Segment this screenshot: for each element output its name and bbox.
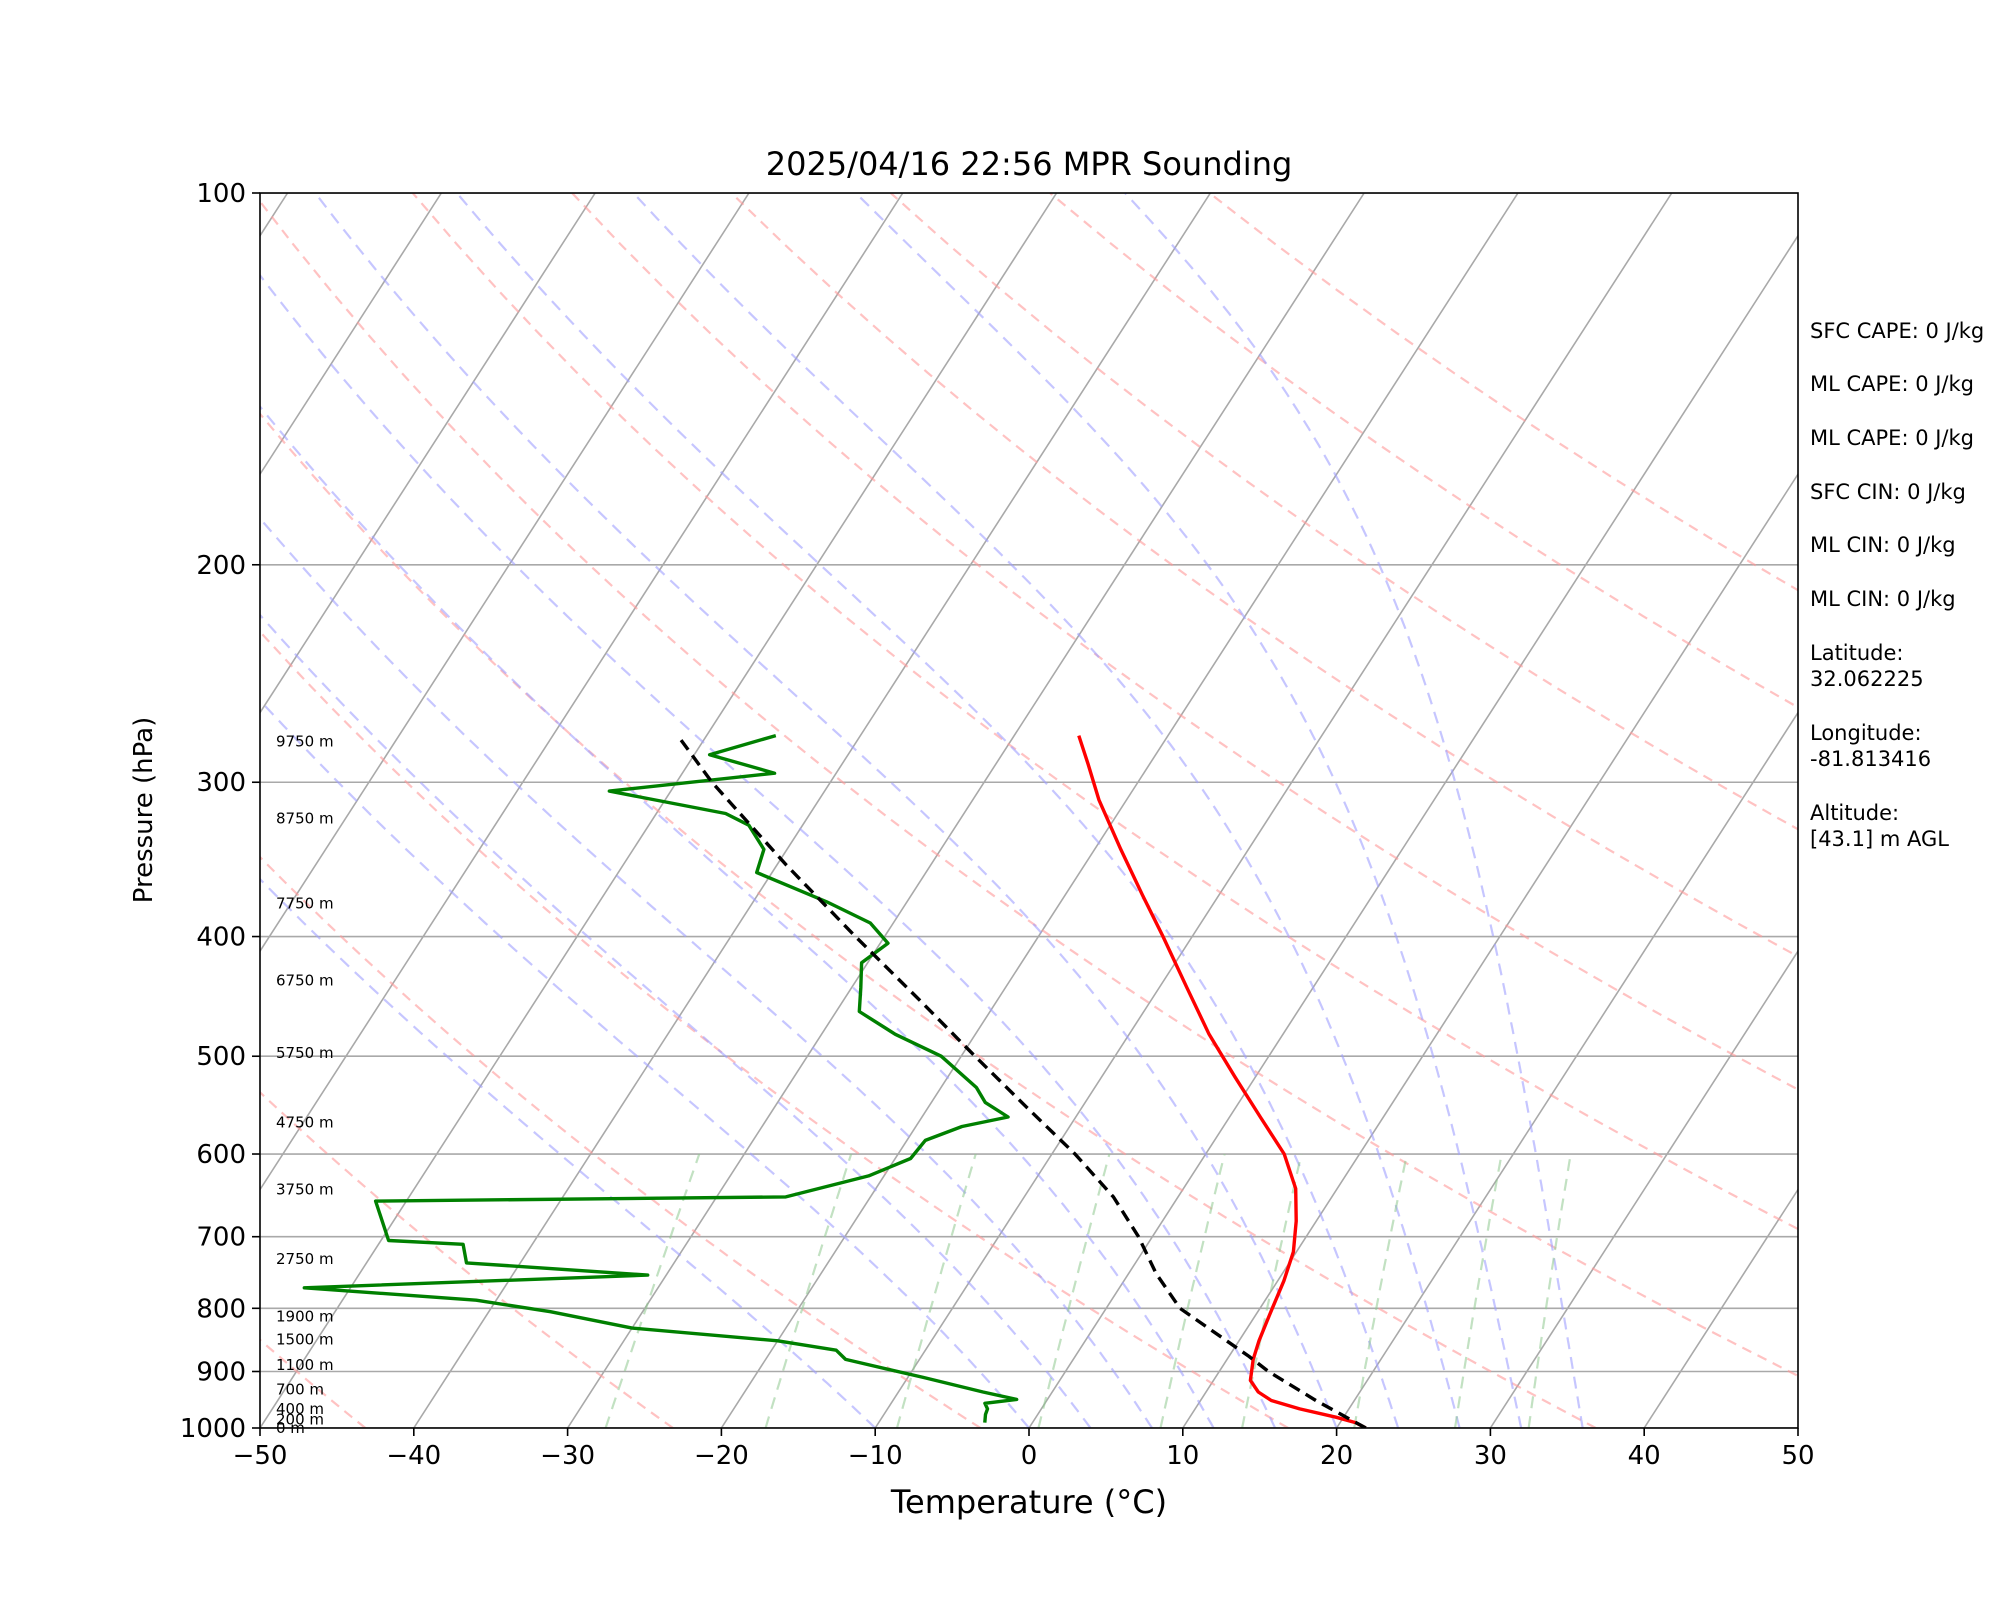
y-tick-label: 400 xyxy=(196,923,246,953)
moist-adiabat-line xyxy=(260,613,1092,1428)
chart-title: 2025/04/16 22:56 MPR Sounding xyxy=(766,145,1293,183)
moist-adiabat-line xyxy=(260,404,1215,1428)
moist-adiabat-line xyxy=(260,698,1030,1428)
sounding-parameter: ML CIN: 0 J/kg xyxy=(1810,533,1956,557)
dry-adiabat-line xyxy=(411,193,1798,1231)
isotherm-line xyxy=(874,193,1673,1428)
x-tick-label: 20 xyxy=(1320,1441,1353,1471)
isotherm-line xyxy=(260,193,750,953)
x-tick-label: −10 xyxy=(848,1441,903,1471)
x-tick-label: −20 xyxy=(694,1441,749,1471)
height-label: 5750 m xyxy=(276,1044,334,1062)
moist-adiabat-line xyxy=(1124,193,1584,1428)
height-label: 1900 m xyxy=(276,1307,334,1325)
sounding-parameter: Altitude: [43.1] m AGL xyxy=(1810,801,1949,851)
moist-adiabat-line xyxy=(260,516,1153,1428)
height-label: 3750 m xyxy=(276,1180,334,1198)
isotherm-line xyxy=(260,193,443,476)
sounding-parameter: ML CAPE: 0 J/kg xyxy=(1810,426,1975,450)
dry-adiabat-line xyxy=(0,193,58,1428)
temperature-profile-line xyxy=(1077,735,1367,1428)
moist-adiabat-line xyxy=(260,273,1277,1428)
isotherm-line xyxy=(0,193,134,1428)
height-label: 0 m xyxy=(276,1419,305,1437)
mixing-ratio-line xyxy=(1527,1153,1572,1428)
mixing-ratio-line xyxy=(1241,1153,1303,1428)
y-tick-label: 500 xyxy=(196,1042,246,1072)
isotherm-line xyxy=(1643,1188,1798,1428)
sounding-parameter: SFC CAPE: 0 J/kg xyxy=(1810,319,1985,343)
isotherm-line xyxy=(1028,234,1798,1428)
dry-adiabat-line xyxy=(260,1090,674,1428)
dry-adiabat-line xyxy=(260,199,1798,1378)
mixing-ratio-line xyxy=(604,1153,701,1428)
moist-adiabat-line xyxy=(456,193,1400,1428)
height-label: 400 m xyxy=(276,1400,324,1418)
dewpoint-profile-line xyxy=(302,733,1019,1423)
x-axis-title: Temperature (°C) xyxy=(890,1483,1167,1521)
isotherm-line xyxy=(1489,949,1798,1428)
dry-adiabat-line xyxy=(1049,193,1798,709)
height-label: 9750 m xyxy=(276,732,334,750)
moist-adiabat-line xyxy=(855,193,1523,1428)
x-tick-label: −50 xyxy=(233,1441,288,1471)
x-tick-label: −40 xyxy=(386,1441,441,1471)
y-tick-label: 200 xyxy=(196,551,246,581)
isotherm-line xyxy=(720,193,1519,1428)
y-tick-label: 300 xyxy=(196,768,246,798)
height-label: 700 m xyxy=(276,1381,324,1399)
height-label: 7750 m xyxy=(276,894,334,912)
sounding-parameter: Latitude: 32.062225 xyxy=(1810,641,1924,691)
mixing-ratio-line xyxy=(1037,1153,1111,1428)
moist-adiabat-line xyxy=(632,193,1461,1428)
y-tick-label: 100 xyxy=(196,179,246,209)
moist-adiabat-line xyxy=(314,193,1338,1428)
height-label: 2750 m xyxy=(276,1250,334,1268)
isotherm-line xyxy=(1335,711,1798,1428)
mixing-ratio-line xyxy=(895,1153,977,1428)
mixing-ratio-line xyxy=(1453,1153,1503,1428)
y-tick-label: 1000 xyxy=(180,1414,246,1444)
x-tick-label: 50 xyxy=(1781,1441,1814,1471)
y-tick-label: 600 xyxy=(196,1140,246,1170)
dry-adiabat-line xyxy=(571,193,1798,1091)
height-label: 4750 m xyxy=(276,1114,334,1132)
dry-adiabat-line xyxy=(260,630,1289,1428)
mixing-ratio-line xyxy=(1159,1153,1226,1428)
x-tick-label: 30 xyxy=(1474,1441,1507,1471)
y-tick-label: 900 xyxy=(196,1357,246,1387)
y-tick-label: 700 xyxy=(196,1223,246,1253)
sounding-parameter: Longitude: -81.813416 xyxy=(1810,721,1932,771)
height-label: 1100 m xyxy=(276,1356,334,1374)
y-axis-title: Pressure (hPa) xyxy=(129,717,159,904)
mixing-ratio-line xyxy=(1353,1153,1408,1428)
dry-adiabat-line xyxy=(889,193,1798,831)
parcel-profile-line xyxy=(677,736,1367,1428)
isotherm-line xyxy=(1182,472,1798,1428)
isotherm-line xyxy=(260,193,904,1192)
mixing-ratio-line xyxy=(764,1153,853,1428)
height-label: 200 m xyxy=(276,1410,324,1428)
height-label: 1500 m xyxy=(276,1331,334,1349)
height-label: 8750 m xyxy=(276,810,334,828)
x-tick-label: 0 xyxy=(1021,1441,1038,1471)
isotherm-line xyxy=(566,193,1365,1428)
isotherm-line xyxy=(413,193,1212,1428)
sounding-parameter: ML CIN: 0 J/kg xyxy=(1810,587,1956,611)
x-tick-label: −30 xyxy=(540,1441,595,1471)
dry-adiabat-line xyxy=(260,855,982,1428)
x-tick-label: 40 xyxy=(1628,1441,1661,1471)
isotherm-line xyxy=(260,193,596,715)
sounding-parameter: ML CAPE: 0 J/kg xyxy=(1810,372,1975,396)
x-tick-label: 10 xyxy=(1166,1441,1199,1471)
plot-frame xyxy=(259,192,1799,1429)
height-label: 6750 m xyxy=(276,971,334,989)
y-tick-label: 800 xyxy=(196,1294,246,1324)
sounding-parameter: SFC CIN: 0 J/kg xyxy=(1810,480,1966,504)
